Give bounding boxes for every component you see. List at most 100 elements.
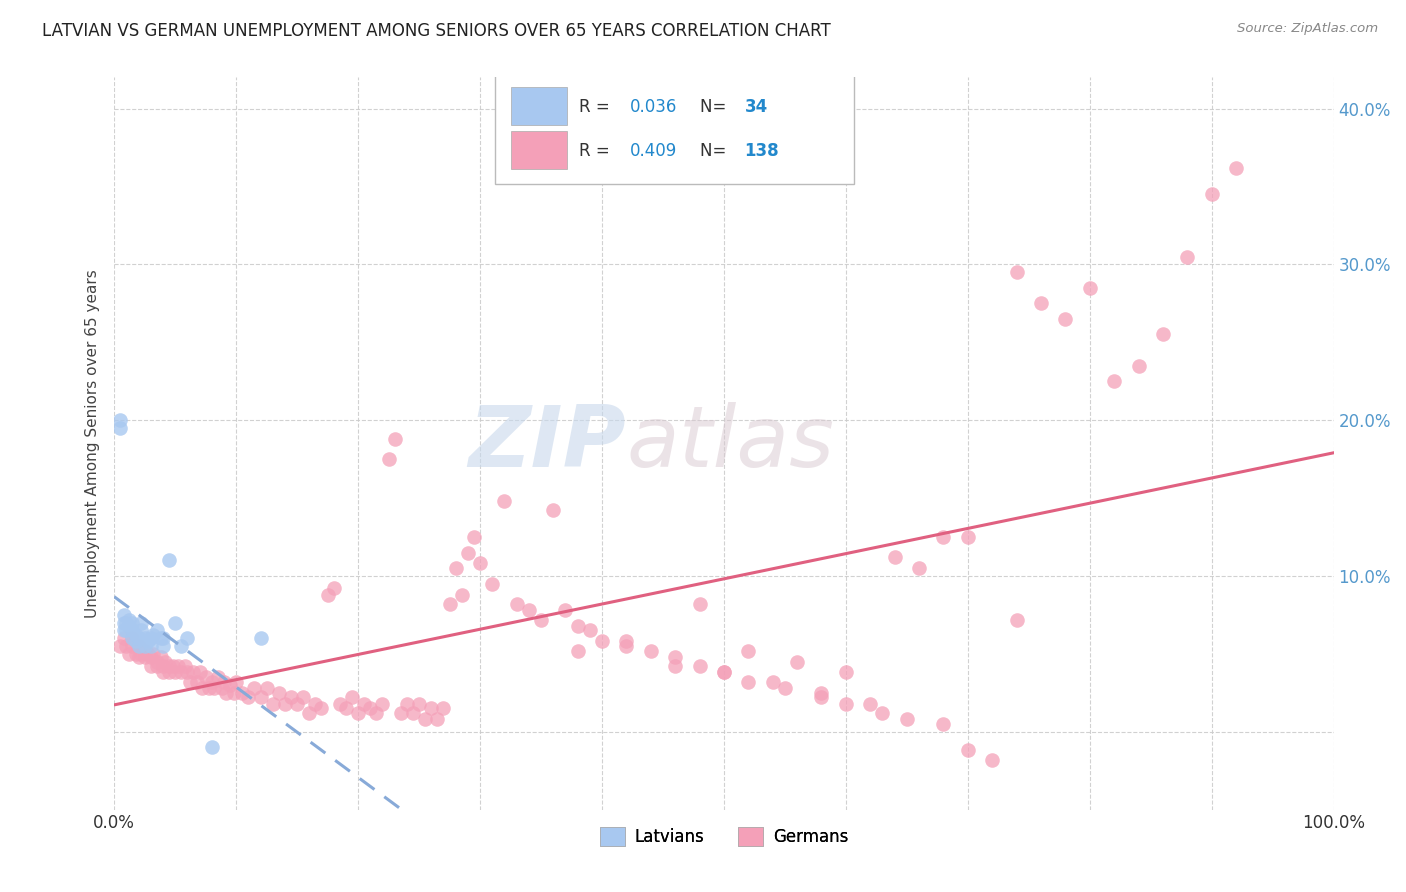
Point <box>125 647 148 661</box>
Text: atlas: atlas <box>626 402 834 485</box>
Point <box>129 647 152 661</box>
Point <box>274 697 297 711</box>
Point <box>1175 250 1198 264</box>
Point <box>225 674 247 689</box>
Point <box>402 706 425 720</box>
Text: ZIP: ZIP <box>468 402 626 485</box>
Point <box>121 624 143 638</box>
Point <box>157 665 180 680</box>
Point <box>932 717 955 731</box>
Point <box>207 670 229 684</box>
FancyBboxPatch shape <box>495 67 855 184</box>
Point <box>112 631 135 645</box>
Point <box>591 634 613 648</box>
Text: 138: 138 <box>745 142 779 160</box>
Point <box>146 655 169 669</box>
Point <box>165 665 187 680</box>
Point <box>138 647 160 661</box>
Point <box>859 697 882 711</box>
Point <box>115 639 138 653</box>
Point <box>389 706 412 720</box>
Text: R =: R = <box>579 98 614 116</box>
Text: 0.036: 0.036 <box>630 98 678 116</box>
Point <box>322 582 344 596</box>
Point <box>689 659 711 673</box>
Y-axis label: Unemployment Among Seniors over 65 years: Unemployment Among Seniors over 65 years <box>86 269 100 618</box>
Point <box>340 690 363 705</box>
Point <box>134 639 156 653</box>
Point <box>614 634 637 648</box>
Legend: Latvians, Germans: Latvians, Germans <box>593 820 855 853</box>
Point <box>366 706 388 720</box>
Point <box>121 615 143 630</box>
Point <box>567 618 589 632</box>
Point <box>256 681 278 695</box>
Point <box>450 588 472 602</box>
Point <box>530 613 553 627</box>
Point <box>157 553 180 567</box>
Point <box>1102 374 1125 388</box>
Point <box>179 674 201 689</box>
Point <box>640 643 662 657</box>
Point <box>420 701 443 715</box>
Point <box>713 665 735 680</box>
Point <box>463 530 485 544</box>
Point <box>118 647 141 661</box>
Point <box>222 686 245 700</box>
Text: Source: ZipAtlas.com: Source: ZipAtlas.com <box>1237 22 1378 36</box>
Point <box>186 674 208 689</box>
Point <box>505 597 527 611</box>
Point <box>311 701 333 715</box>
Point <box>157 659 180 673</box>
Point <box>481 576 503 591</box>
Point <box>371 697 394 711</box>
Point <box>835 665 858 680</box>
Point <box>125 628 148 642</box>
Point <box>786 655 808 669</box>
Point <box>1054 311 1077 326</box>
Point <box>176 665 198 680</box>
Point <box>1201 187 1223 202</box>
Point <box>316 588 339 602</box>
Point <box>664 659 686 673</box>
Point <box>384 432 406 446</box>
Point <box>202 681 225 695</box>
Point <box>110 421 132 435</box>
Point <box>112 607 135 622</box>
Point <box>152 639 174 653</box>
Point <box>810 690 832 705</box>
Point <box>494 494 516 508</box>
Point <box>1225 161 1247 175</box>
Point <box>201 674 224 689</box>
Point <box>149 649 172 664</box>
Point <box>134 631 156 645</box>
Point <box>810 686 832 700</box>
Point <box>166 659 188 673</box>
Point <box>292 690 315 705</box>
Point <box>121 631 143 645</box>
Point <box>426 712 449 726</box>
Point <box>128 631 150 645</box>
Point <box>578 624 600 638</box>
Point <box>134 649 156 664</box>
Point <box>243 681 266 695</box>
Point <box>347 706 370 720</box>
Point <box>194 670 217 684</box>
Point <box>198 681 221 695</box>
Text: LATVIAN VS GERMAN UNEMPLOYMENT AMONG SENIORS OVER 65 YEARS CORRELATION CHART: LATVIAN VS GERMAN UNEMPLOYMENT AMONG SEN… <box>42 22 831 40</box>
Text: 34: 34 <box>745 98 768 116</box>
Text: R =: R = <box>579 142 614 160</box>
Point <box>215 686 238 700</box>
Point <box>883 550 905 565</box>
Point <box>614 639 637 653</box>
Point <box>298 706 321 720</box>
Point <box>128 649 150 664</box>
Point <box>432 701 454 715</box>
Point <box>267 686 290 700</box>
Point <box>554 603 576 617</box>
Point <box>128 639 150 653</box>
Point <box>238 690 260 705</box>
Point <box>908 561 931 575</box>
Point <box>896 712 918 726</box>
Point <box>262 697 284 711</box>
